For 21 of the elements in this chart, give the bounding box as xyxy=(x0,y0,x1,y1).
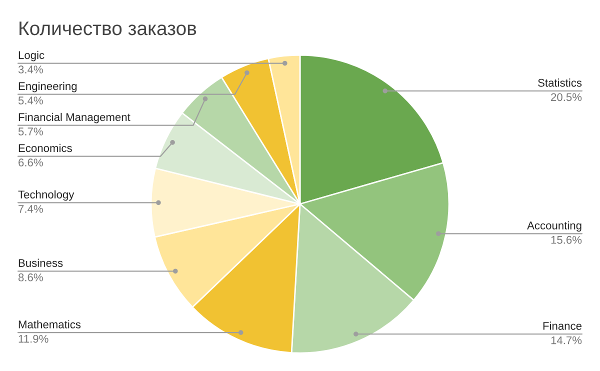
slice-label: Engineering xyxy=(18,82,77,92)
slice-label: Accounting xyxy=(527,221,582,232)
data-label: 14.7% xyxy=(551,336,582,344)
slice-label: Business xyxy=(18,258,63,267)
slice-label: Mathematics xyxy=(18,320,81,328)
chart-title: Количество заказов xyxy=(20,22,196,36)
data-label: 5.7% xyxy=(18,128,43,136)
slice-label: Finance xyxy=(543,322,582,330)
data-label: 15.6% xyxy=(551,236,582,244)
slice-label: Logic xyxy=(18,50,44,62)
slice-label: Economics xyxy=(18,144,72,152)
slice-label: Statistics xyxy=(538,78,582,87)
slice-label: Financial Management xyxy=(18,112,130,124)
data-label: 11.9% xyxy=(18,334,48,343)
data-label: 6.6% xyxy=(18,158,43,166)
data-label: 20.5% xyxy=(551,93,582,102)
slice-label: Technology xyxy=(18,190,74,201)
data-label: 8.6% xyxy=(18,273,43,282)
data-label: 3.4% xyxy=(18,66,43,74)
data-label: 5.4% xyxy=(18,96,43,104)
data-label: 7.4% xyxy=(18,205,43,213)
